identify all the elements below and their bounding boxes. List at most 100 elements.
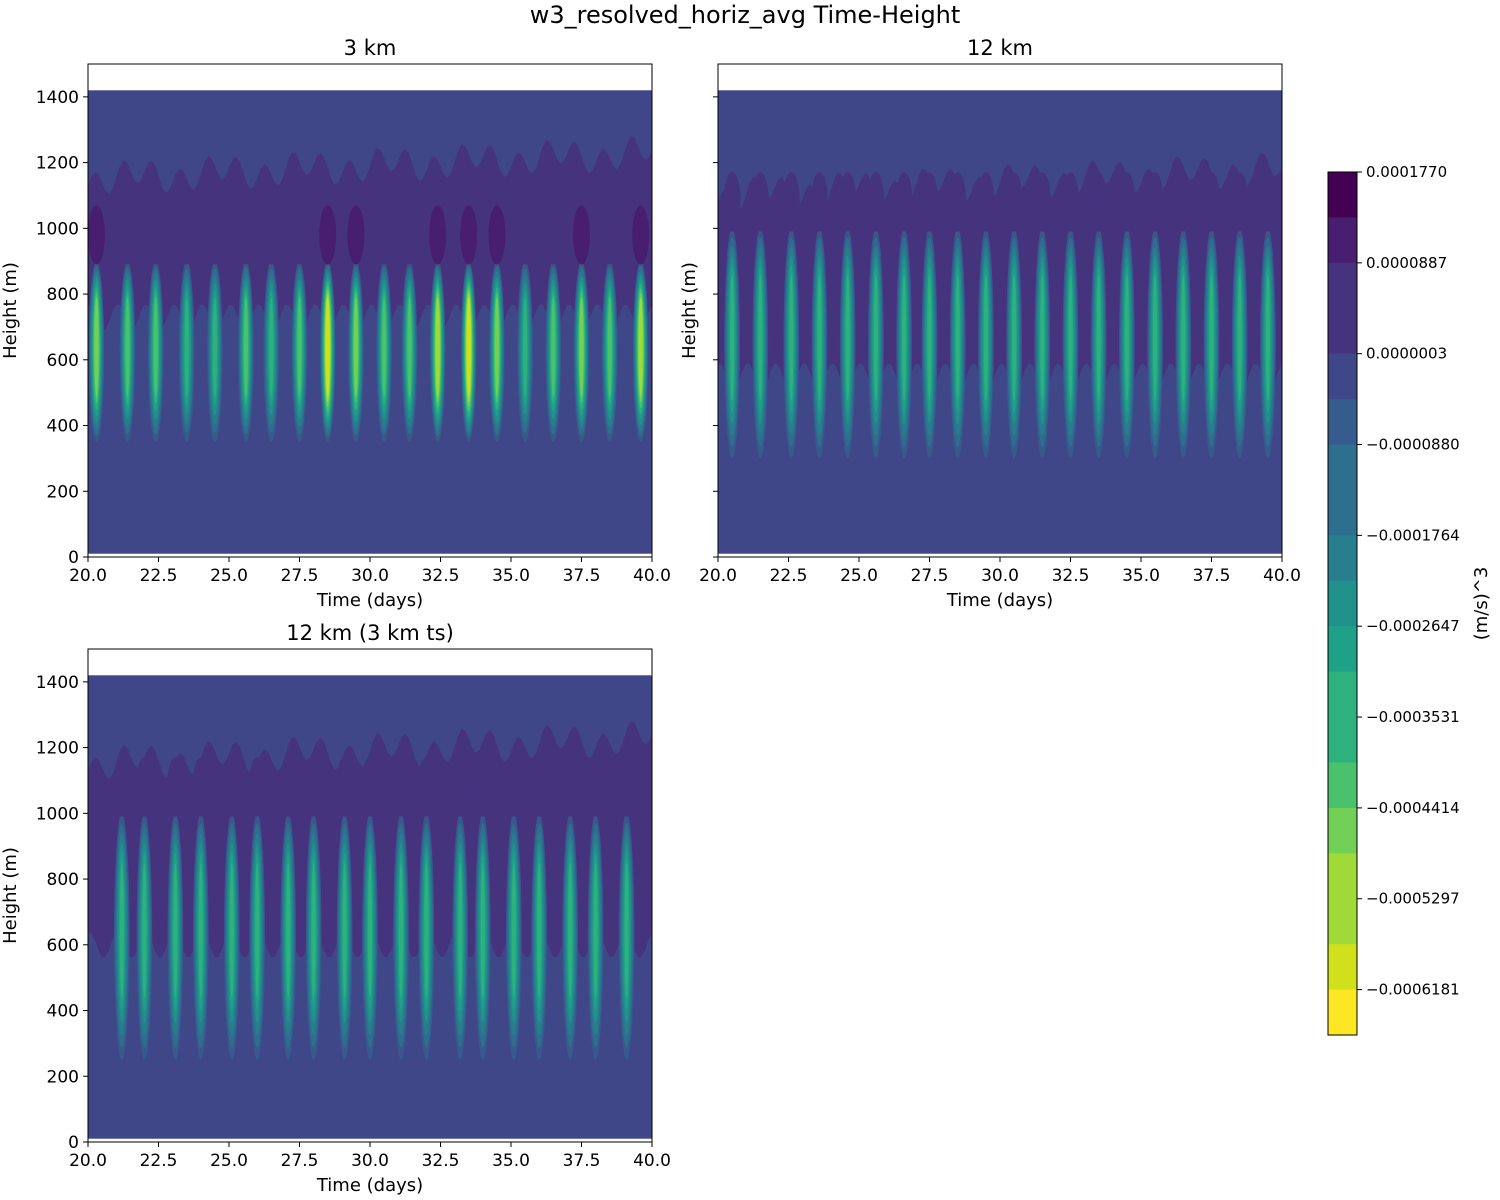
- plume-cap: [516, 205, 534, 265]
- plume-cap: [192, 757, 210, 817]
- plume-level: [184, 297, 189, 397]
- colorbar: 0.0001770 0.0000887 0.0000003 −0.0000880 −0.…: [1327, 163, 1492, 1036]
- colorbar-level: [1328, 762, 1357, 809]
- y-axis-label: Height (m): [0, 847, 21, 944]
- plume: [1203, 172, 1220, 459]
- plume-level: [142, 862, 147, 999]
- plume-level: [1265, 274, 1270, 401]
- y-tick-label: 1400: [36, 673, 79, 693]
- colorbar-level: [1328, 853, 1357, 900]
- plume-level: [593, 862, 598, 999]
- plume: [1118, 172, 1136, 459]
- plume: [192, 757, 210, 1060]
- plume-cap: [505, 757, 523, 817]
- plume-level: [730, 274, 735, 401]
- colorbar-tick-label: −0.0005297: [1366, 890, 1460, 908]
- plume-level: [94, 297, 99, 397]
- plume: [319, 205, 337, 442]
- plume-cap: [166, 757, 184, 817]
- plume-level: [212, 297, 217, 397]
- plume-cap: [248, 757, 266, 817]
- plume-cap: [632, 205, 650, 265]
- colorbar-level: [1328, 989, 1357, 1036]
- plume-level: [353, 297, 358, 397]
- x-tick-label: 37.5: [1193, 566, 1231, 586]
- y-tick-label: 1000: [36, 219, 79, 239]
- x-tick-label: 40.0: [1263, 566, 1301, 586]
- plume-cap: [811, 172, 828, 232]
- colorbar-level: [1328, 580, 1357, 627]
- y-tick-label: 200: [47, 1067, 79, 1087]
- plume-cap: [895, 172, 913, 232]
- x-tick-label: 37.5: [563, 566, 601, 586]
- plume-level: [902, 274, 907, 401]
- plume-cap: [305, 757, 323, 817]
- plume-level: [789, 274, 794, 401]
- colorbar-tick-label: −0.0000880: [1366, 436, 1460, 454]
- plume: [516, 205, 534, 442]
- plume: [601, 205, 619, 442]
- plume-level: [568, 862, 573, 999]
- plume: [1174, 172, 1192, 459]
- x-tick-label: 37.5: [563, 1151, 601, 1171]
- plume-level: [1237, 274, 1242, 401]
- x-tick-label: 32.5: [422, 1151, 460, 1171]
- panel-title: 3 km: [344, 36, 397, 60]
- plume: [279, 757, 297, 1060]
- colorbar-level: [1328, 444, 1357, 491]
- plume-level: [955, 274, 960, 401]
- plume: [921, 172, 938, 459]
- plume-cap: [573, 205, 590, 265]
- plume-level: [1124, 274, 1129, 401]
- plume-cap: [618, 757, 636, 817]
- plume: [1062, 172, 1079, 459]
- plume: [1231, 172, 1249, 459]
- plume-cap: [206, 205, 224, 265]
- plume: [618, 757, 636, 1060]
- upper-layer: [88, 136, 652, 330]
- plume-level: [845, 274, 850, 401]
- plume-level: [119, 862, 124, 999]
- plume: [178, 205, 196, 442]
- colorbar-level: [1328, 717, 1357, 764]
- plume: [460, 205, 478, 442]
- plume: [505, 757, 523, 1060]
- colorbar-tick-label: 0.0000887: [1366, 254, 1447, 272]
- y-tick-label: 600: [47, 351, 79, 371]
- y-tick-label: 0: [68, 548, 79, 568]
- x-axis-label: Time (days): [316, 1175, 423, 1196]
- plume-cap: [361, 757, 379, 817]
- plume-level: [382, 297, 387, 397]
- plume-level: [243, 297, 248, 397]
- plume-level: [424, 862, 429, 999]
- plume: [291, 205, 308, 442]
- panel-title: 12 km (3 km ts): [286, 621, 454, 645]
- plume-level: [511, 862, 516, 999]
- plume: [113, 757, 131, 1060]
- colorbar-level: [1328, 671, 1357, 718]
- y-tick-label: 600: [47, 936, 79, 956]
- plume-cap: [401, 205, 418, 265]
- plume-cap: [113, 757, 131, 817]
- plume-cap: [949, 172, 967, 232]
- colorbar-level: [1328, 217, 1357, 264]
- colorbar-level: [1328, 535, 1357, 582]
- x-tick-label: 22.5: [140, 1151, 178, 1171]
- plume-cap: [279, 757, 297, 817]
- y-tick-label: 800: [47, 870, 79, 890]
- plume-level: [624, 862, 629, 999]
- plume-level: [173, 862, 178, 999]
- plume-cap: [460, 205, 478, 265]
- x-tick-label: 40.0: [633, 1151, 671, 1171]
- plume-level: [311, 862, 316, 999]
- x-tick-label: 27.5: [911, 566, 949, 586]
- plume: [361, 757, 379, 1060]
- plume-cap: [88, 205, 105, 265]
- plume-level: [551, 297, 556, 397]
- plume-level: [537, 862, 542, 999]
- plume: [392, 757, 410, 1060]
- plume-cap: [1062, 172, 1079, 232]
- plume-level: [1040, 274, 1045, 401]
- plume-level: [983, 274, 989, 401]
